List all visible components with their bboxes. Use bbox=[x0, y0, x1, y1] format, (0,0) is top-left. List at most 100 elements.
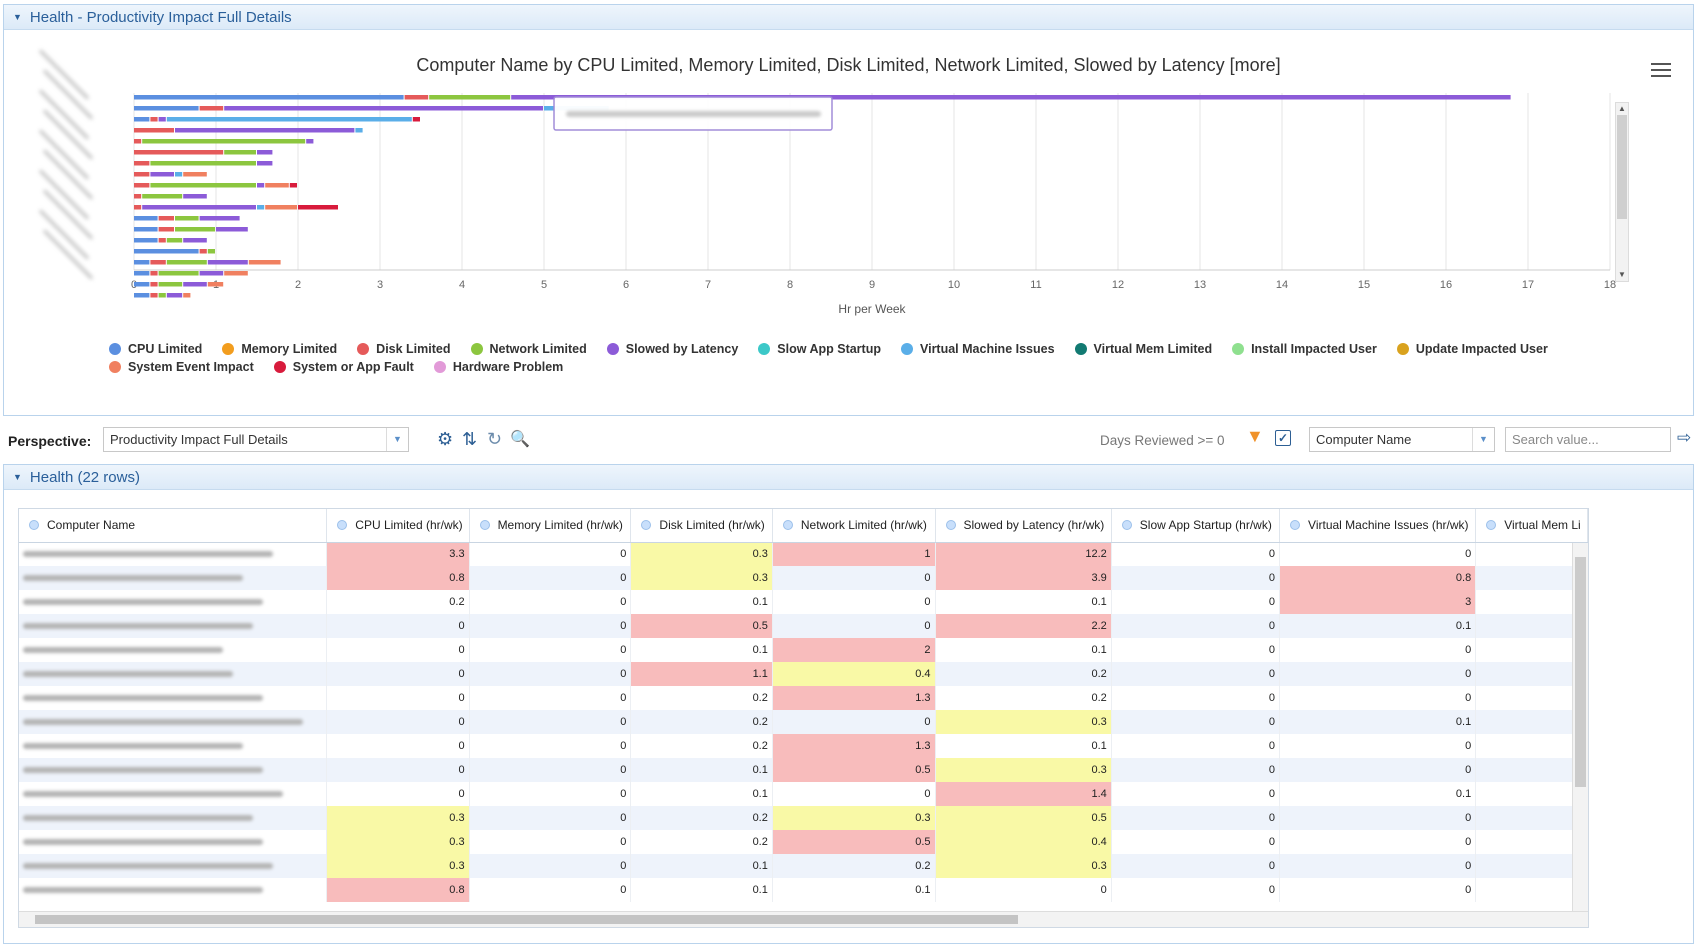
table-cell[interactable]: 0.4 bbox=[772, 662, 936, 686]
table-cell[interactable]: 0 bbox=[1111, 878, 1281, 902]
table-cell[interactable]: 1.3 bbox=[772, 686, 936, 710]
table-row[interactable]: 0.3 0 0.2 0.3 0.5 0 0 bbox=[19, 806, 1588, 830]
chart-scrollbar[interactable]: ▲ ▼ bbox=[1615, 102, 1629, 282]
table-cell[interactable]: 0.2 bbox=[630, 686, 773, 710]
table-cell[interactable]: 0 bbox=[1111, 782, 1281, 806]
table-cell[interactable]: 12.2 bbox=[935, 542, 1112, 566]
scroll-down-icon[interactable]: ▼ bbox=[1618, 270, 1626, 279]
computer-name-cell[interactable] bbox=[19, 806, 328, 830]
column-header[interactable]: Virtual Mem Li bbox=[1475, 509, 1588, 543]
table-cell[interactable]: 1.4 bbox=[935, 782, 1112, 806]
grid-vscroll-thumb[interactable] bbox=[1575, 557, 1586, 787]
table-cell[interactable]: 0 bbox=[326, 710, 470, 734]
table-cell[interactable]: 0.5 bbox=[772, 830, 936, 854]
table-cell[interactable]: 0 bbox=[772, 590, 936, 614]
chevron-down-icon[interactable]: ▼ bbox=[1472, 428, 1494, 451]
table-row[interactable]: 0.3 0 0.1 0.2 0.3 0 0 bbox=[19, 854, 1588, 878]
table-cell[interactable]: 1 bbox=[772, 542, 936, 566]
table-cell[interactable] bbox=[1475, 782, 1588, 806]
legend-item[interactable]: Network Limited bbox=[470, 342, 587, 356]
table-cell[interactable]: 3.3 bbox=[326, 542, 470, 566]
column-menu-icon[interactable] bbox=[641, 520, 652, 531]
table-cell[interactable]: 0 bbox=[1111, 734, 1281, 758]
table-cell[interactable]: 0 bbox=[1111, 830, 1281, 854]
legend-item[interactable]: Slow App Startup bbox=[758, 342, 881, 356]
table-cell[interactable]: 0.1 bbox=[630, 854, 773, 878]
search-input[interactable]: Search value... bbox=[1505, 427, 1671, 452]
table-cell[interactable]: 0 bbox=[1111, 638, 1281, 662]
table-cell[interactable]: 3.9 bbox=[935, 566, 1112, 590]
column-select[interactable]: Computer Name ▼ bbox=[1309, 427, 1495, 452]
table-cell[interactable]: 0 bbox=[1111, 590, 1281, 614]
legend-item[interactable]: Install Impacted User bbox=[1232, 342, 1377, 356]
table-cell[interactable]: 0 bbox=[469, 542, 632, 566]
collapse-chevron-icon[interactable]: ▼ bbox=[13, 472, 22, 482]
table-cell[interactable]: 0.2 bbox=[630, 710, 773, 734]
table-cell[interactable]: 0 bbox=[1111, 758, 1281, 782]
grid-panel-header[interactable]: ▼ Health (22 rows) bbox=[4, 465, 1693, 490]
table-cell[interactable]: 0 bbox=[1111, 686, 1281, 710]
table-cell[interactable]: 0.2 bbox=[630, 806, 773, 830]
table-cell[interactable]: 2 bbox=[772, 638, 936, 662]
column-header[interactable]: Memory Limited (hr/wk) bbox=[469, 509, 632, 543]
chevron-down-icon[interactable]: ▼ bbox=[386, 428, 408, 451]
table-cell[interactable]: 1.1 bbox=[630, 662, 773, 686]
table-cell[interactable]: 0 bbox=[326, 638, 470, 662]
table-cell[interactable]: 0.2 bbox=[935, 686, 1112, 710]
legend-item[interactable]: System Event Impact bbox=[109, 360, 254, 374]
table-cell[interactable]: 0 bbox=[1111, 806, 1281, 830]
table-cell[interactable]: 0 bbox=[469, 758, 632, 782]
table-cell[interactable]: 0 bbox=[935, 878, 1112, 902]
table-cell[interactable]: 0.1 bbox=[1279, 614, 1477, 638]
computer-name-cell[interactable] bbox=[19, 614, 328, 638]
table-cell[interactable]: 0 bbox=[469, 590, 632, 614]
table-cell[interactable]: 0.1 bbox=[630, 878, 773, 902]
table-cell[interactable]: 0 bbox=[469, 638, 632, 662]
grid-hscroll-thumb[interactable] bbox=[35, 915, 1018, 924]
table-row[interactable]: 0 0 0.1 0.5 0.3 0 0 bbox=[19, 758, 1588, 782]
table-cell[interactable]: 0.3 bbox=[935, 710, 1112, 734]
table-cell[interactable]: 0 bbox=[1111, 662, 1281, 686]
table-cell[interactable]: 0 bbox=[469, 806, 632, 830]
table-cell[interactable]: 0.2 bbox=[772, 854, 936, 878]
table-cell[interactable]: 0.2 bbox=[630, 830, 773, 854]
column-menu-icon[interactable] bbox=[1290, 520, 1301, 531]
table-cell[interactable]: 0 bbox=[772, 710, 936, 734]
table-row[interactable]: 0.8 0 0.3 0 3.9 0 0.8 bbox=[19, 566, 1588, 590]
column-header[interactable]: Disk Limited (hr/wk) bbox=[630, 509, 773, 543]
table-cell[interactable]: 0 bbox=[1111, 854, 1281, 878]
table-cell[interactable]: 0 bbox=[1279, 854, 1477, 878]
table-cell[interactable]: 0 bbox=[326, 734, 470, 758]
perspective-select[interactable]: Productivity Impact Full Details ▼ bbox=[103, 427, 409, 452]
table-cell[interactable]: 0 bbox=[469, 686, 632, 710]
table-cell[interactable]: 0 bbox=[1279, 878, 1477, 902]
table-cell[interactable] bbox=[1475, 830, 1588, 854]
column-menu-icon[interactable] bbox=[1121, 520, 1132, 531]
table-cell[interactable]: 0.1 bbox=[772, 878, 936, 902]
table-cell[interactable]: 0 bbox=[1279, 734, 1477, 758]
table-cell[interactable]: 0.4 bbox=[935, 830, 1112, 854]
table-cell[interactable]: 0.3 bbox=[935, 854, 1112, 878]
table-cell[interactable]: 0.3 bbox=[326, 806, 470, 830]
table-row[interactable]: 0 0 0.5 0 2.2 0 0.1 bbox=[19, 614, 1588, 638]
table-cell[interactable] bbox=[1475, 614, 1588, 638]
table-cell[interactable]: 0 bbox=[772, 614, 936, 638]
table-cell[interactable]: 0 bbox=[469, 854, 632, 878]
table-cell[interactable]: 0 bbox=[469, 782, 632, 806]
column-menu-icon[interactable] bbox=[479, 520, 490, 531]
legend-item[interactable]: CPU Limited bbox=[109, 342, 202, 356]
table-cell[interactable]: 0 bbox=[469, 710, 632, 734]
column-menu-icon[interactable] bbox=[782, 520, 793, 531]
table-cell[interactable]: 0 bbox=[469, 878, 632, 902]
table-cell[interactable]: 0 bbox=[326, 614, 470, 638]
computer-name-cell[interactable] bbox=[19, 566, 328, 590]
table-row[interactable]: 0 0 0.2 0 0.3 0 0.1 bbox=[19, 710, 1588, 734]
grid-horizontal-scrollbar[interactable] bbox=[19, 911, 1588, 927]
chart-scroll-thumb[interactable] bbox=[1617, 115, 1627, 219]
table-cell[interactable]: 0 bbox=[1279, 542, 1477, 566]
preview-search-icon[interactable]: 🔍 bbox=[510, 431, 530, 448]
column-header[interactable]: Network Limited (hr/wk) bbox=[772, 509, 936, 543]
table-cell[interactable]: 0 bbox=[469, 830, 632, 854]
table-cell[interactable]: 0 bbox=[1279, 686, 1477, 710]
column-menu-icon[interactable] bbox=[945, 520, 956, 531]
